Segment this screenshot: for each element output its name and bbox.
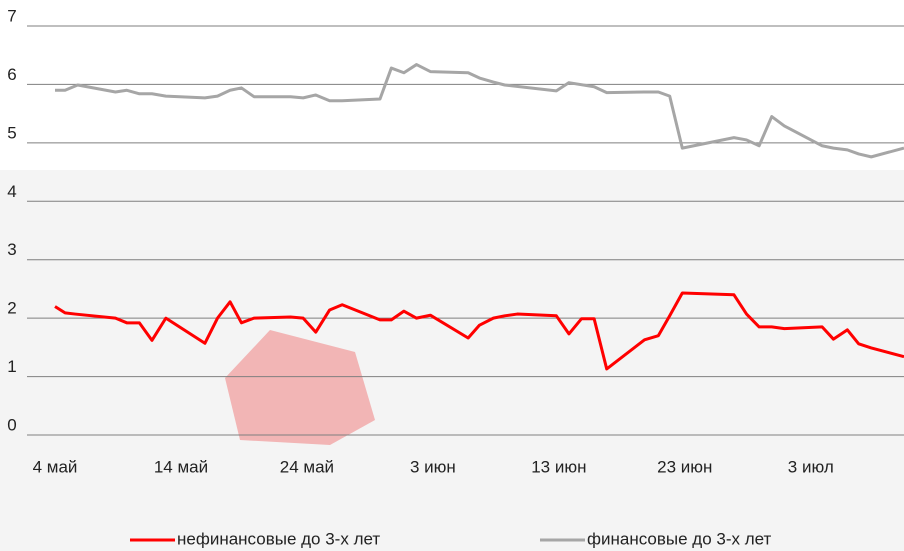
legend-label: нефинансовые до 3-х лет [177,529,380,548]
x-tick-label: 3 июн [410,457,456,476]
legend-label: финансовые до 3-х лет [587,529,772,548]
x-tick-label: 3 июл [788,457,834,476]
y-tick-label: 5 [7,123,16,142]
y-tick-label: 3 [7,240,16,259]
y-tick-label: 4 [7,182,16,201]
x-tick-label: 13 июн [531,457,586,476]
x-tick-label: 23 июн [657,457,712,476]
y-tick-label: 7 [7,6,16,25]
x-tick-label: 4 май [33,457,78,476]
y-tick-label: 2 [7,299,16,318]
x-tick-label: 14 май [154,457,208,476]
y-tick-label: 0 [7,415,16,434]
x-tick-label: 24 май [280,457,334,476]
y-tick-label: 1 [7,357,16,376]
decor-hexagon [225,330,375,445]
series-line [54,291,904,371]
series-line [55,63,904,159]
y-tick-label: 6 [7,65,16,84]
background [0,170,904,551]
